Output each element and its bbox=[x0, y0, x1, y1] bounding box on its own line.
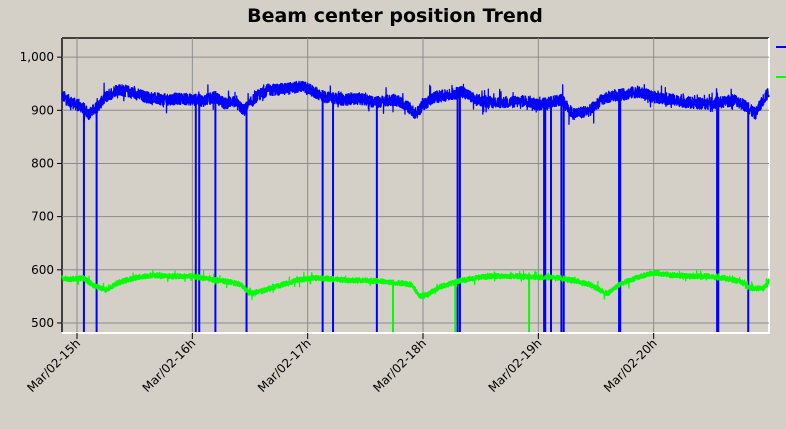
plot-area bbox=[62, 38, 769, 332]
chart-title: Beam center position Trend bbox=[247, 5, 543, 27]
y-tick-label: 500 bbox=[31, 316, 54, 330]
x-tick-label: Mar/02-15h bbox=[24, 336, 83, 395]
x-tick-label: Mar/02-18h bbox=[370, 336, 429, 395]
x-tick-label: Mar/02-20h bbox=[601, 336, 660, 395]
y-tick-label: 600 bbox=[31, 263, 54, 277]
y-tick-label: 900 bbox=[31, 103, 54, 117]
series-line-1 bbox=[61, 269, 770, 301]
x-tick-label: Mar/02-17h bbox=[255, 336, 314, 395]
x-tick-label: Mar/02-16h bbox=[140, 336, 199, 395]
y-tick-label: 700 bbox=[31, 210, 54, 224]
y-tick-label: 1,000 bbox=[20, 50, 54, 64]
y-tick-label: 800 bbox=[31, 156, 54, 170]
x-tick-label: Mar/02-19h bbox=[486, 336, 545, 395]
series-line-0 bbox=[61, 80, 770, 125]
